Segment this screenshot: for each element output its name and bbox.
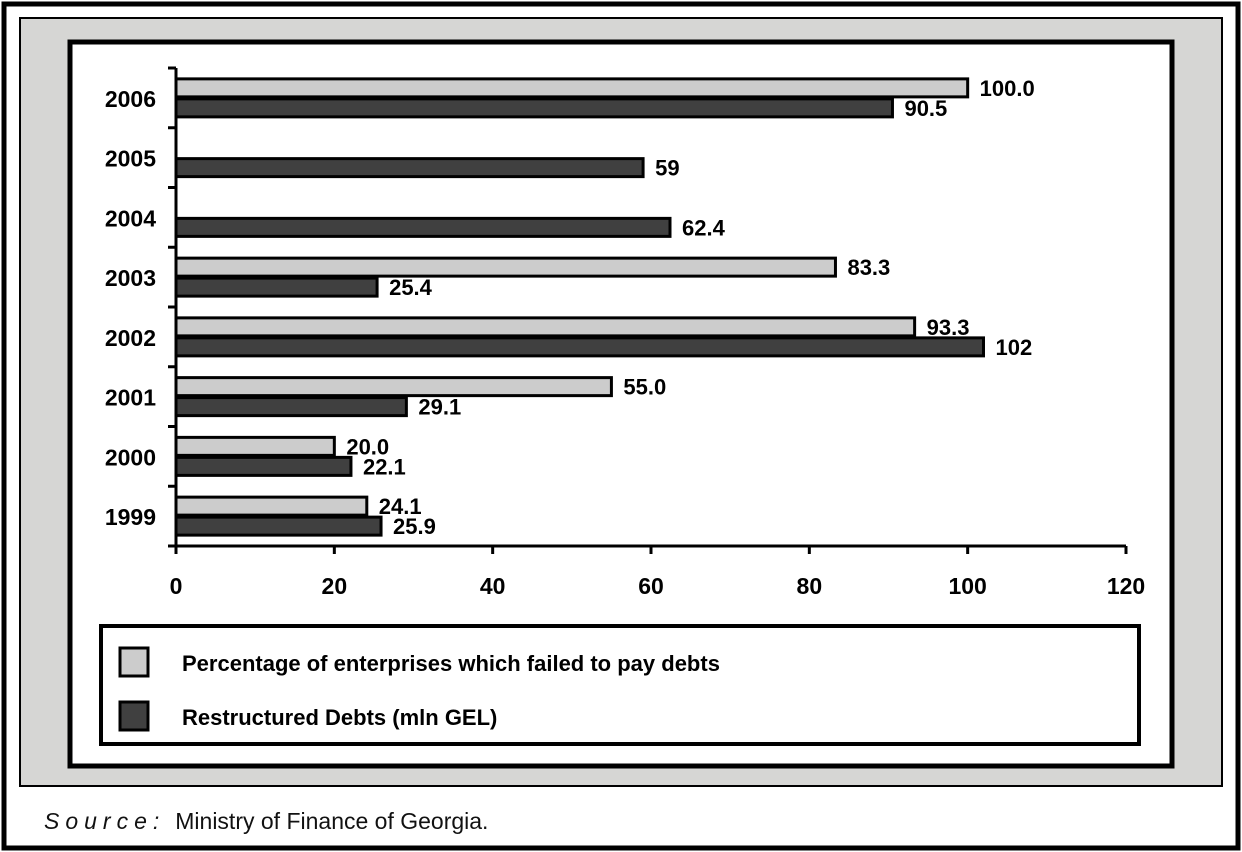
bar xyxy=(174,276,379,298)
bar xyxy=(174,396,408,418)
data-label: 62.4 xyxy=(682,215,726,240)
bar xyxy=(174,157,645,179)
x-tick-label: 60 xyxy=(638,573,664,599)
data-label: 90.5 xyxy=(904,96,947,121)
y-tick-label: 2004 xyxy=(105,205,156,231)
y-tick-label: 1999 xyxy=(105,504,156,530)
y-tick-label: 2000 xyxy=(105,444,156,470)
legend-swatch-restructured xyxy=(118,700,150,732)
data-label: 25.9 xyxy=(393,514,436,539)
data-label: 83.3 xyxy=(847,255,890,280)
y-ticks: 1999 2000 2001 2002 2003 2004 2005 2006 xyxy=(105,66,176,548)
data-label: 20.0 xyxy=(346,434,389,459)
bar xyxy=(174,336,985,358)
bar xyxy=(174,316,917,338)
data-label: 93.3 xyxy=(927,315,970,340)
bar xyxy=(174,376,613,398)
bar xyxy=(174,455,353,477)
y-tick-label: 2002 xyxy=(105,325,156,351)
bar xyxy=(174,97,894,119)
x-tick-label: 100 xyxy=(948,573,986,599)
x-ticks: 0 20 40 60 80 100 120 xyxy=(170,546,1145,599)
data-label: 59 xyxy=(655,156,679,181)
bar xyxy=(174,515,383,537)
source-text: Ministry of Finance of Georgia. xyxy=(175,808,489,834)
y-tick-label: 2003 xyxy=(105,265,156,291)
data-label: 55.0 xyxy=(623,375,666,400)
bar xyxy=(174,216,672,238)
bars-group: 24.125.9 20.022.1 55.0 29.1 93.3 102 83.3 25.4 6… xyxy=(174,76,1035,539)
data-label: 25.4 xyxy=(389,275,433,300)
source-label: Source: xyxy=(44,808,166,834)
data-label: 102 xyxy=(996,335,1033,360)
source-line: Source: Ministry of Finance of Georgia. xyxy=(44,808,488,835)
y-tick-label: 2005 xyxy=(105,146,156,172)
x-tick-label: 40 xyxy=(480,573,506,599)
legend-label-restructured: Restructured Debts (mln GEL) xyxy=(182,705,497,730)
x-tick-label: 20 xyxy=(322,573,348,599)
legend-swatch-percentage xyxy=(118,646,150,678)
bar xyxy=(174,435,336,457)
y-tick-label: 2006 xyxy=(105,86,156,112)
data-label: 22.1 xyxy=(363,454,406,479)
data-label: 29.1 xyxy=(418,395,461,420)
bar xyxy=(174,495,369,517)
data-label: 24.1 xyxy=(379,494,422,519)
legend-label-percentage: Percentage of enterprises which failed t… xyxy=(182,651,720,676)
y-tick-label: 2001 xyxy=(105,385,156,411)
x-tick-label: 0 xyxy=(170,573,183,599)
x-tick-label: 120 xyxy=(1107,573,1145,599)
data-label: 100.0 xyxy=(980,76,1035,101)
bar xyxy=(174,77,970,99)
x-tick-label: 80 xyxy=(797,573,823,599)
legend: Percentage of enterprises which failed t… xyxy=(99,624,1141,746)
bar xyxy=(174,256,837,278)
